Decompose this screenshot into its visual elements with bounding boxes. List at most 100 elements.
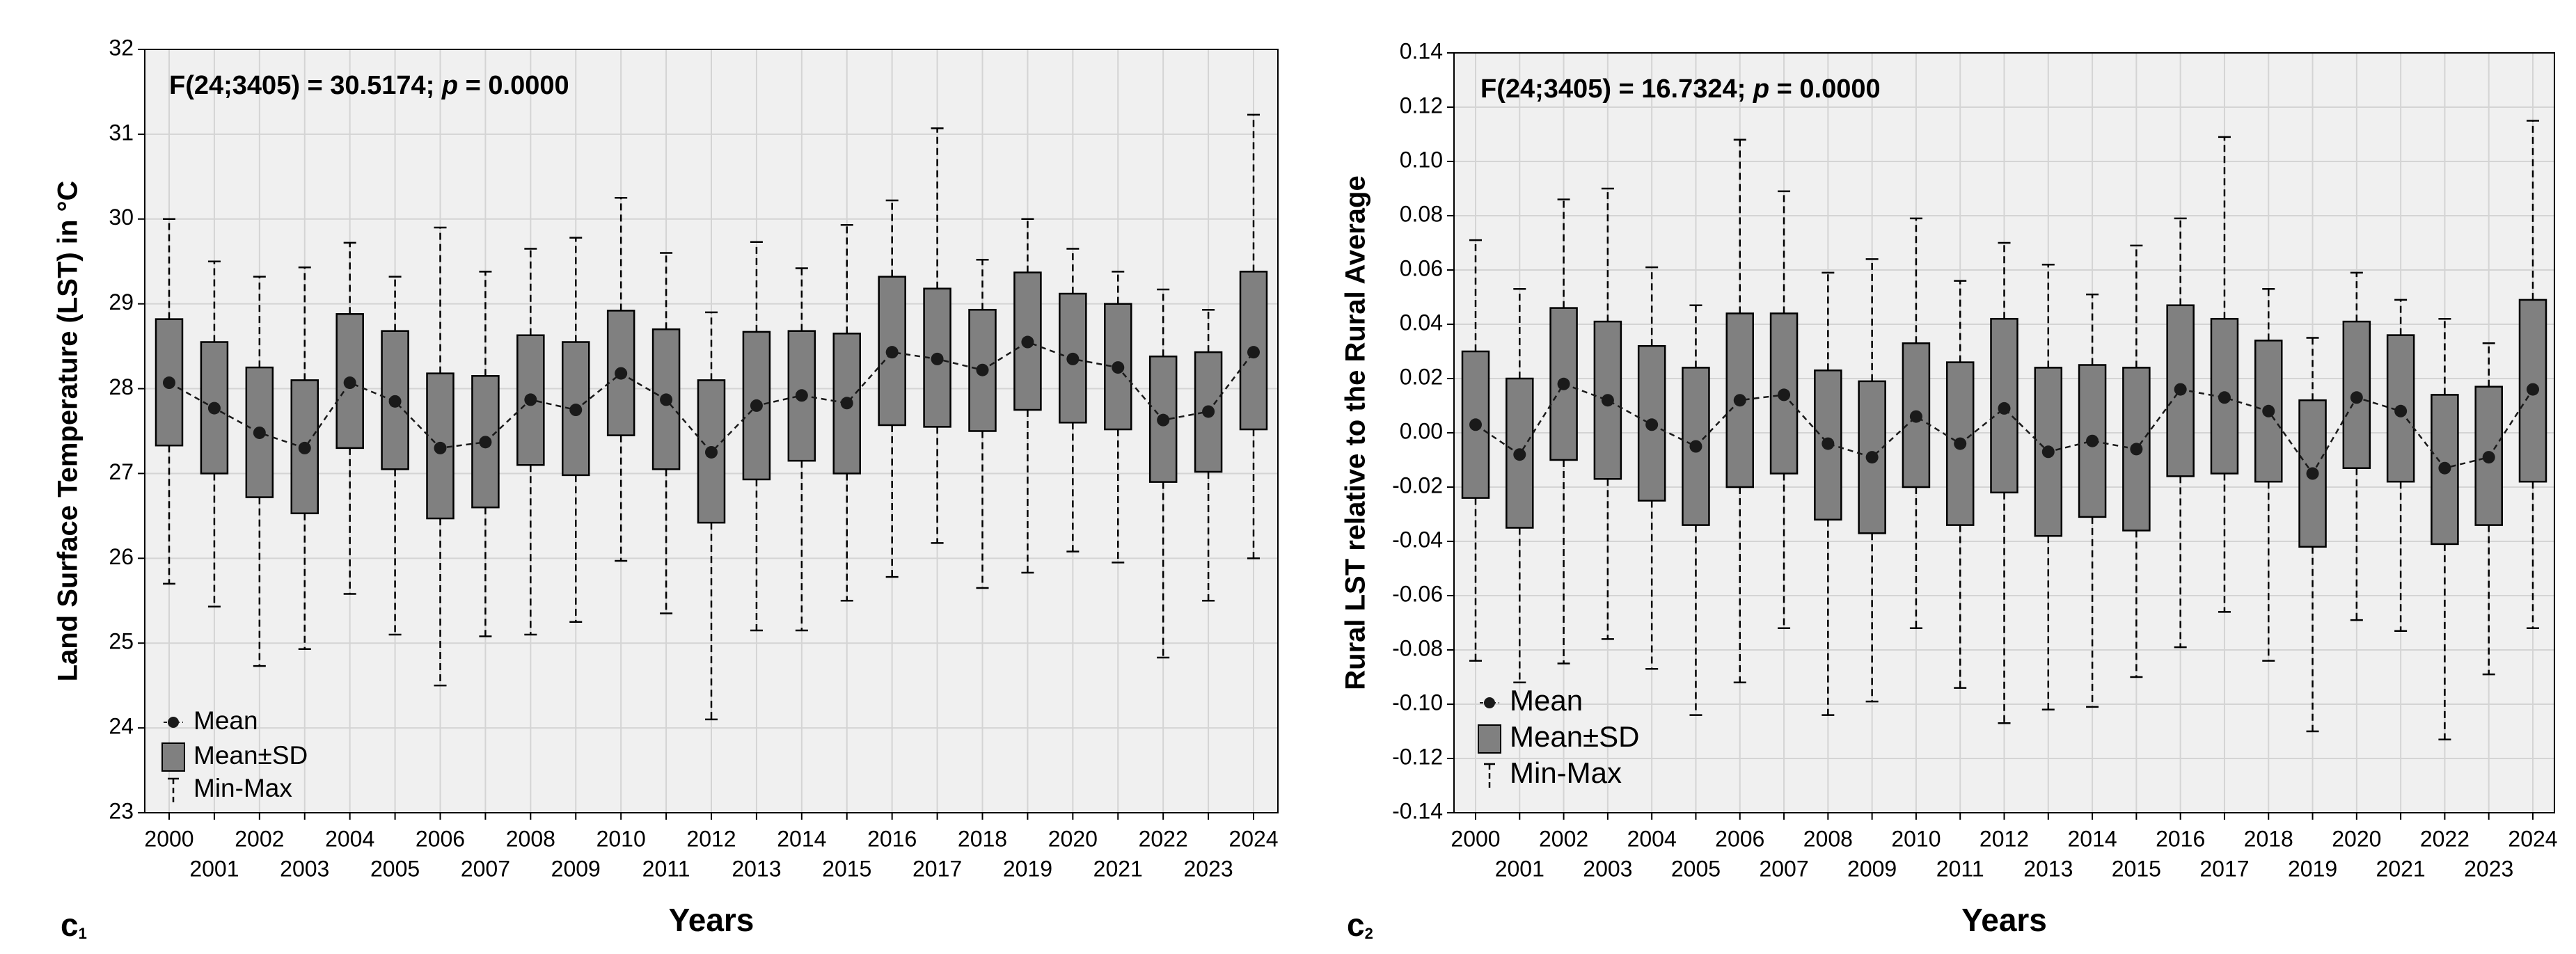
mean-dot	[1689, 440, 1702, 453]
x-tick-label: 2014	[2067, 826, 2117, 851]
x-tick-label: 2022	[1139, 826, 1188, 851]
mean-dot	[163, 376, 175, 390]
x-tick-label: 2000	[1451, 826, 1500, 851]
mean-dot	[1865, 451, 1879, 464]
mean-dot	[976, 363, 989, 376]
x-tick-label: 2008	[1803, 826, 1853, 851]
y-tick-label: 28	[109, 374, 134, 399]
mean-dot	[2438, 461, 2451, 475]
mean-dot	[434, 441, 447, 454]
x-tick-label: 2018	[2244, 826, 2293, 851]
mean-dot	[2394, 404, 2408, 418]
x-tick-label: 2013	[732, 856, 781, 881]
legend-label: Mean	[193, 706, 258, 735]
annotation-part: p	[1753, 74, 1769, 104]
mean-dot	[1998, 402, 2011, 415]
mean-dot	[388, 395, 402, 408]
x-tick-label: 2015	[822, 856, 871, 881]
x-tick-label: 2010	[596, 826, 646, 851]
y-tick-label: 0.14	[1400, 38, 1443, 63]
y-tick-label: 27	[109, 459, 134, 484]
mean-dot	[705, 445, 718, 459]
mean-dot	[1954, 437, 1967, 450]
mean-dot	[2086, 434, 2099, 447]
mean-dot	[1157, 413, 1170, 427]
y-tick-label: -0.06	[1392, 581, 1443, 606]
y-tick-label: 0.06	[1400, 255, 1443, 280]
mean-dot	[660, 393, 673, 406]
y-axis-title: Land Surface Temperature (LST) in °C	[53, 181, 84, 682]
mean-dot	[885, 346, 899, 359]
mean-dot	[2218, 391, 2231, 404]
x-tick-label: 2012	[1980, 826, 2029, 851]
x-tick-label: 2023	[1183, 856, 1233, 881]
x-tick-label: 2017	[912, 856, 962, 881]
legend-label: Mean±SD	[193, 741, 308, 770]
mean-dot	[2306, 467, 2319, 480]
legend-label: Mean	[1510, 684, 1583, 717]
panel-letter: c	[1347, 907, 1365, 943]
mean-dot	[1822, 437, 1835, 450]
x-tick-label: 2011	[1936, 856, 1984, 881]
panel-label: c2	[1347, 907, 1373, 943]
mean-dot	[524, 393, 537, 406]
mean-dot	[1778, 388, 1791, 402]
y-tick-label: 0.12	[1400, 93, 1443, 118]
x-tick-label: 2018	[958, 826, 1007, 851]
mean-dot	[1733, 394, 1746, 407]
mean-dot	[615, 367, 628, 380]
x-tick-label: 2017	[2199, 856, 2249, 881]
sd-box	[1549, 307, 1578, 461]
mean-dot	[931, 352, 944, 365]
sd-box	[742, 331, 771, 481]
y-axis-title: Rural LST relative to the Rural Average	[1341, 175, 1371, 690]
x-tick-label: 2007	[461, 856, 510, 881]
chart-panel: -0.14 -0.12 -0.10 -0.08 -0.06 -0.04 -0.02 0.00 0…	[1341, 38, 2558, 943]
mean-dot	[2350, 391, 2363, 404]
mean-dot	[795, 389, 808, 402]
x-tick-label: 2013	[2023, 856, 2073, 881]
x-tick-label: 2010	[1891, 826, 1941, 851]
x-tick-label: 2006	[416, 826, 465, 851]
x-tick-label: 2016	[867, 826, 917, 851]
plot-frame	[144, 49, 1279, 813]
mean-dot	[1909, 410, 1922, 423]
x-tick-label: 2001	[1495, 856, 1544, 881]
x-tick-label: 2003	[280, 856, 329, 881]
x-tick-label: 2020	[1048, 826, 1098, 851]
x-axis-title: Years	[669, 902, 754, 938]
x-tick-label: 2002	[1539, 826, 1588, 851]
x-axis-title: Years	[1961, 902, 2047, 938]
sd-box	[1239, 271, 1268, 431]
mean-dot	[2130, 443, 2143, 456]
mean-dot	[1021, 335, 1034, 349]
x-tick-label: 2019	[2288, 856, 2337, 881]
x-tick-label: 2004	[325, 826, 374, 851]
mean-dot	[2482, 451, 2495, 464]
mean-dot	[479, 436, 492, 449]
annotation: F(24;3405) = 16.7324; p = 0.0000	[1480, 74, 1881, 104]
x-tick-label: 2009	[1847, 856, 1897, 881]
annotation-part: = 0.0000	[458, 71, 569, 100]
y-tick-label: 26	[109, 544, 134, 569]
mean-dot	[840, 397, 853, 410]
x-tick-label: 2004	[1627, 826, 1677, 851]
mean-dot	[2262, 404, 2275, 418]
mean-dot	[1247, 346, 1260, 359]
x-tick-label: 2022	[2420, 826, 2470, 851]
legend-label: Mean±SD	[1510, 720, 1639, 753]
x-tick-label: 2021	[1093, 856, 1143, 881]
mean-dot	[253, 426, 266, 439]
mean-dot	[2041, 445, 2055, 459]
mean-dot	[1066, 352, 1080, 365]
y-tick-label: 0.04	[1400, 310, 1443, 335]
x-tick-label: 2019	[1003, 856, 1052, 881]
x-tick-label: 2006	[1715, 826, 1764, 851]
y-tick-label: 31	[109, 120, 134, 145]
sd-box	[651, 328, 681, 470]
y-tick-label: 0.08	[1400, 201, 1443, 226]
y-tick-label: 30	[109, 205, 134, 230]
annotation-part: F(24;3405) = 16.7324;	[1480, 74, 1753, 104]
y-tick-label: -0.04	[1392, 527, 1443, 552]
panel-letter: c	[61, 907, 79, 943]
